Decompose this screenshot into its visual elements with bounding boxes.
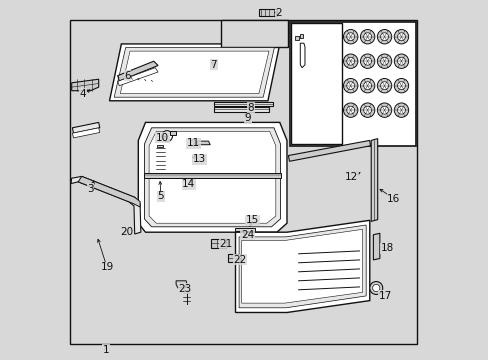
- Circle shape: [360, 103, 374, 117]
- Polygon shape: [144, 128, 280, 227]
- Text: 5: 5: [157, 191, 164, 201]
- Polygon shape: [78, 176, 140, 207]
- Text: 15: 15: [245, 215, 259, 225]
- Circle shape: [372, 284, 379, 292]
- Circle shape: [190, 140, 196, 146]
- Text: 19: 19: [100, 262, 113, 272]
- Text: 7: 7: [210, 60, 217, 70]
- Circle shape: [377, 78, 391, 93]
- Polygon shape: [176, 281, 187, 288]
- Polygon shape: [144, 173, 280, 178]
- Text: 10: 10: [156, 132, 169, 143]
- Circle shape: [397, 57, 405, 65]
- Circle shape: [397, 82, 405, 90]
- Circle shape: [360, 78, 374, 93]
- Polygon shape: [72, 128, 100, 138]
- Text: 24: 24: [240, 230, 253, 240]
- Circle shape: [393, 78, 408, 93]
- Polygon shape: [213, 107, 268, 112]
- Polygon shape: [169, 131, 176, 135]
- Text: 8: 8: [247, 103, 254, 113]
- Circle shape: [360, 30, 374, 44]
- Polygon shape: [118, 61, 158, 81]
- Circle shape: [377, 30, 391, 44]
- Circle shape: [397, 33, 405, 41]
- Circle shape: [393, 103, 408, 117]
- Polygon shape: [300, 34, 303, 38]
- Circle shape: [380, 33, 387, 41]
- Polygon shape: [288, 140, 370, 161]
- Circle shape: [343, 54, 357, 68]
- Circle shape: [346, 57, 354, 65]
- Circle shape: [393, 54, 408, 68]
- Text: 11: 11: [186, 138, 200, 148]
- Text: 23: 23: [178, 284, 191, 294]
- Circle shape: [380, 106, 387, 114]
- Polygon shape: [221, 20, 287, 47]
- Circle shape: [346, 106, 354, 114]
- Circle shape: [360, 54, 374, 68]
- Circle shape: [343, 30, 357, 44]
- Circle shape: [393, 30, 408, 44]
- Circle shape: [369, 282, 382, 294]
- Text: 14: 14: [182, 179, 195, 189]
- Text: 2: 2: [275, 8, 282, 18]
- Polygon shape: [300, 43, 305, 68]
- Polygon shape: [258, 9, 276, 16]
- Text: 4: 4: [80, 89, 86, 99]
- Circle shape: [363, 106, 371, 114]
- Polygon shape: [211, 239, 225, 248]
- Polygon shape: [241, 229, 362, 303]
- Polygon shape: [138, 122, 286, 232]
- Circle shape: [380, 57, 387, 65]
- Circle shape: [397, 106, 405, 114]
- Polygon shape: [157, 145, 163, 147]
- Circle shape: [380, 82, 387, 90]
- Polygon shape: [370, 139, 377, 221]
- Text: 6: 6: [124, 71, 131, 81]
- Polygon shape: [213, 102, 272, 106]
- Circle shape: [346, 33, 354, 41]
- Polygon shape: [228, 254, 241, 262]
- Polygon shape: [72, 79, 99, 91]
- Polygon shape: [235, 220, 369, 312]
- Text: 20: 20: [120, 227, 133, 237]
- Polygon shape: [294, 36, 298, 40]
- Text: 22: 22: [233, 255, 246, 265]
- Circle shape: [377, 54, 391, 68]
- Circle shape: [363, 82, 371, 90]
- Polygon shape: [72, 122, 100, 133]
- Bar: [289, 22, 415, 146]
- Circle shape: [363, 33, 371, 41]
- Text: 1: 1: [102, 345, 109, 355]
- Text: 18: 18: [380, 243, 393, 253]
- Polygon shape: [118, 68, 158, 86]
- Polygon shape: [197, 141, 210, 145]
- Polygon shape: [239, 225, 366, 308]
- Circle shape: [363, 57, 371, 65]
- Bar: [291, 23, 341, 144]
- Polygon shape: [114, 48, 274, 97]
- Text: 21: 21: [219, 239, 232, 249]
- Circle shape: [346, 82, 354, 90]
- Text: 13: 13: [192, 154, 206, 164]
- Text: 16: 16: [386, 194, 400, 204]
- Polygon shape: [373, 233, 379, 260]
- Text: 17: 17: [378, 291, 391, 301]
- Circle shape: [343, 78, 357, 93]
- Circle shape: [343, 103, 357, 117]
- Text: 9: 9: [244, 113, 251, 123]
- Polygon shape: [71, 176, 141, 234]
- Polygon shape: [109, 44, 279, 101]
- Polygon shape: [120, 51, 268, 94]
- Text: 3: 3: [87, 184, 94, 194]
- Polygon shape: [235, 228, 255, 231]
- Circle shape: [377, 103, 391, 117]
- Circle shape: [162, 131, 172, 141]
- Polygon shape: [149, 131, 275, 223]
- Text: 12: 12: [345, 172, 358, 182]
